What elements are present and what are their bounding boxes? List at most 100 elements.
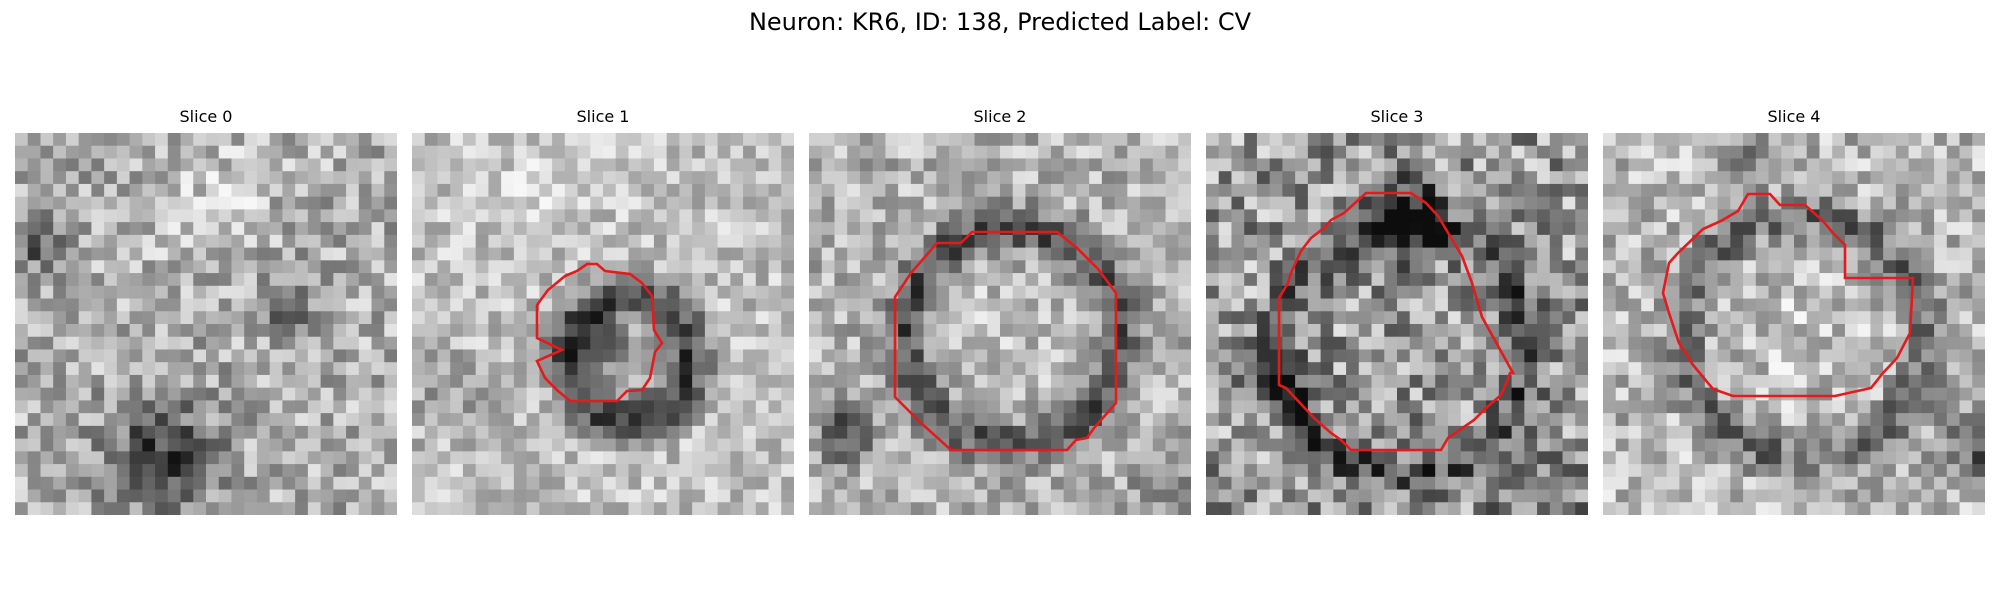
pixel-cell bbox=[1231, 209, 1245, 223]
pixel-cell bbox=[1178, 183, 1191, 198]
pixel-cell bbox=[1025, 336, 1039, 351]
pixel-cell bbox=[1692, 489, 1706, 503]
pixel-cell bbox=[1384, 158, 1398, 172]
pixel-cell bbox=[1050, 502, 1065, 515]
pixel-cell bbox=[1946, 425, 1961, 440]
pixel-cell bbox=[53, 336, 67, 351]
pixel-cell bbox=[1384, 133, 1398, 147]
pixel-cell bbox=[1524, 476, 1538, 491]
pixel-cell bbox=[1063, 222, 1077, 236]
pixel-cell bbox=[1615, 374, 1630, 389]
pixel-cell bbox=[847, 413, 861, 427]
pixel-cell bbox=[1397, 133, 1411, 147]
pixel-cell bbox=[872, 438, 886, 452]
pixel-cell bbox=[834, 209, 848, 223]
pixel-cell bbox=[193, 247, 207, 261]
pixel-cell bbox=[1524, 145, 1538, 160]
pixel-cell bbox=[412, 145, 426, 160]
pixel-cell bbox=[1409, 298, 1424, 312]
pixel-cell bbox=[513, 247, 528, 261]
pixel-cell bbox=[1050, 451, 1065, 465]
pixel-cell bbox=[295, 362, 309, 376]
pixel-cell bbox=[1152, 489, 1167, 503]
pixel-cell bbox=[1603, 285, 1617, 300]
pixel-cell bbox=[1333, 183, 1347, 198]
pixel-cell bbox=[1256, 234, 1271, 249]
pixel-cell bbox=[1012, 234, 1027, 249]
pixel-cell bbox=[206, 425, 220, 440]
pixel-cell bbox=[1025, 171, 1039, 185]
pixel-cell bbox=[936, 451, 950, 465]
pixel-cell bbox=[1743, 273, 1757, 287]
pixel-cell bbox=[859, 273, 874, 287]
pixel-cell bbox=[1511, 183, 1525, 198]
pixel-cell bbox=[1844, 285, 1859, 300]
pixel-cell bbox=[1921, 476, 1935, 491]
pixel-cell bbox=[1012, 247, 1027, 261]
pixel-cell bbox=[1000, 260, 1014, 274]
pixel-cell bbox=[27, 285, 42, 300]
pixel-cell bbox=[1269, 502, 1283, 515]
slice-title-2: Slice 2 bbox=[973, 107, 1027, 126]
pixel-cell bbox=[755, 387, 770, 401]
pixel-cell bbox=[1295, 260, 1309, 274]
pixel-cell bbox=[1549, 260, 1564, 274]
pixel-cell bbox=[1384, 285, 1398, 300]
pixel-cell bbox=[1666, 285, 1680, 300]
pixel-cell bbox=[1549, 438, 1564, 452]
pixel-cell bbox=[1140, 502, 1154, 515]
pixel-cell bbox=[1615, 476, 1630, 491]
pixel-cell bbox=[1806, 476, 1821, 491]
pixel-cell bbox=[717, 260, 731, 274]
pixel-cell bbox=[193, 158, 207, 172]
pixel-cell bbox=[462, 374, 477, 389]
pixel-cell bbox=[450, 158, 464, 172]
pixel-cell bbox=[679, 413, 693, 427]
pixel-cell bbox=[488, 438, 502, 452]
pixel-cell bbox=[295, 413, 309, 427]
pixel-cell bbox=[1206, 209, 1220, 223]
pixel-cell bbox=[1231, 158, 1245, 172]
pixel-cell bbox=[346, 145, 360, 160]
pixel-cell bbox=[859, 171, 874, 185]
pixel-cell bbox=[1972, 374, 1985, 389]
pixel-cell bbox=[1870, 183, 1884, 198]
pixel-cell bbox=[1653, 489, 1668, 503]
pixel-cell bbox=[346, 387, 360, 401]
pixel-cell bbox=[564, 451, 579, 465]
pixel-cell bbox=[1717, 209, 1731, 223]
pixel-cell bbox=[116, 425, 131, 440]
pixel-cell bbox=[1012, 451, 1027, 465]
pixel-cell bbox=[577, 400, 591, 414]
pixel-cell bbox=[142, 183, 156, 198]
pixel-cell bbox=[1883, 196, 1897, 210]
pixel-cell bbox=[462, 362, 477, 376]
pixel-cell bbox=[1320, 183, 1334, 198]
pixel-cell bbox=[666, 374, 680, 389]
pixel-cell bbox=[1244, 273, 1258, 287]
pixel-cell bbox=[1422, 387, 1436, 401]
pixel-cell bbox=[1114, 336, 1128, 351]
pixel-cell bbox=[129, 285, 143, 300]
pixel-cell bbox=[1295, 349, 1309, 363]
pixel-cell bbox=[564, 234, 579, 249]
pixel-cell bbox=[666, 476, 680, 491]
pixel-cell bbox=[717, 387, 731, 401]
pixel-cell bbox=[590, 387, 604, 401]
pixel-cell bbox=[590, 247, 604, 261]
pixel-cell bbox=[834, 362, 848, 376]
pixel-cell bbox=[53, 311, 67, 325]
pixel-cell bbox=[1371, 209, 1385, 223]
pixel-cell bbox=[1178, 438, 1191, 452]
pixel-cell bbox=[1114, 425, 1128, 440]
pixel-cell bbox=[628, 413, 642, 427]
pixel-cell bbox=[1743, 209, 1757, 223]
pixel-cell bbox=[307, 209, 322, 223]
pixel-cell bbox=[104, 489, 118, 503]
pixel-cell bbox=[1473, 502, 1487, 515]
pixel-cell bbox=[1089, 133, 1103, 147]
pixel-cell bbox=[206, 273, 220, 287]
pixel-cell bbox=[603, 183, 617, 198]
pixel-cell bbox=[961, 362, 976, 376]
pixel-cell bbox=[1946, 336, 1961, 351]
